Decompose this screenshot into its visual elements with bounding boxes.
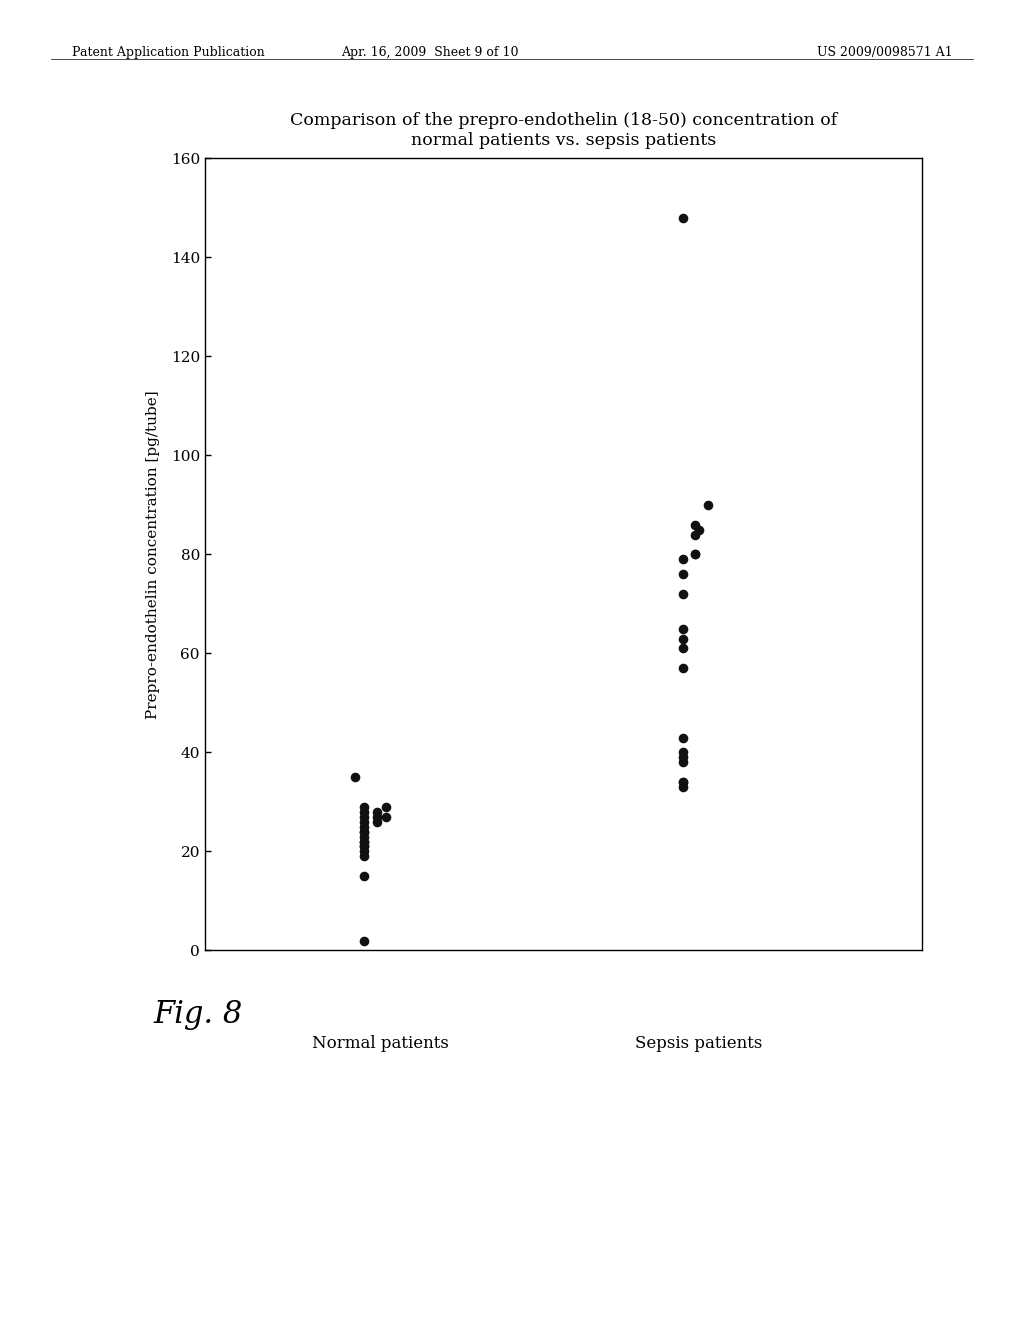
Point [369,807,385,828]
Text: Normal patients: Normal patients [311,1035,449,1052]
Point [675,207,691,228]
Y-axis label: Prepro-endothelin concentration [pg/tube]: Prepro-endothelin concentration [pg/tube… [145,391,160,718]
Point [675,747,691,768]
Point [356,832,373,853]
Point [675,657,691,678]
Point [356,832,373,853]
Point [356,836,373,857]
Point [675,742,691,763]
Point [378,796,394,817]
Point [378,807,394,828]
Point [356,807,373,828]
Point [369,801,385,822]
Text: US 2009/0098571 A1: US 2009/0098571 A1 [817,46,952,59]
Point [346,767,362,788]
Point [356,846,373,867]
Point [356,826,373,847]
Point [356,821,373,842]
Point [356,821,373,842]
Point [356,796,373,817]
Point [369,810,385,833]
Point [356,836,373,857]
Text: Sepsis patients: Sepsis patients [635,1035,762,1052]
Point [356,841,373,862]
Point [687,515,703,536]
Point [675,564,691,585]
Point [687,544,703,565]
Point [356,816,373,837]
Text: Patent Application Publication: Patent Application Publication [72,46,264,59]
Point [675,727,691,748]
Point [675,583,691,605]
Point [675,776,691,797]
Point [687,524,703,545]
Point [356,810,373,833]
Point [356,929,373,950]
Point [675,549,691,570]
Point [675,771,691,792]
Text: Fig. 8: Fig. 8 [154,999,243,1030]
Point [356,801,373,822]
Point [675,638,691,659]
Point [700,495,717,516]
Point [675,771,691,792]
Point [675,618,691,639]
Title: Comparison of the prepro-endothelin (18-50) concentration of
normal patients vs.: Comparison of the prepro-endothelin (18-… [290,112,837,149]
Text: Apr. 16, 2009  Sheet 9 of 10: Apr. 16, 2009 Sheet 9 of 10 [341,46,519,59]
Point [687,544,703,565]
Point [675,751,691,772]
Point [356,866,373,887]
Point [690,519,707,540]
Point [675,628,691,649]
